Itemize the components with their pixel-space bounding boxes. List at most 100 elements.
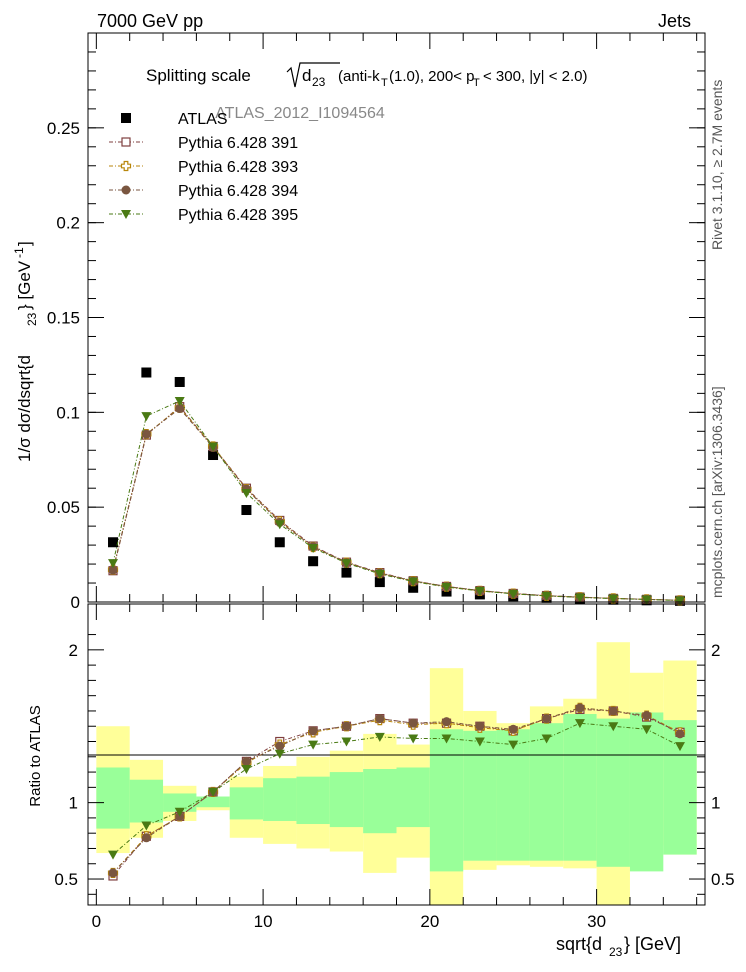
ratio-panel: 0.5 0.51 12 20 10 20 30 bbox=[54, 603, 735, 931]
svg-text:(anti-k: (anti-k bbox=[338, 68, 380, 85]
data-point bbox=[174, 396, 185, 406]
data-point bbox=[341, 567, 352, 578]
series-3 bbox=[108, 404, 685, 605]
legend-label: ATLAS bbox=[178, 111, 228, 128]
ratio-ytick-label: 0.5 bbox=[54, 870, 78, 889]
ratio-point bbox=[208, 787, 219, 797]
ratio-point bbox=[608, 706, 618, 716]
ratio-line bbox=[112, 708, 681, 877]
ratio-point bbox=[674, 742, 685, 752]
legend-marker bbox=[121, 113, 131, 123]
ratio-point bbox=[141, 833, 151, 843]
data-point bbox=[541, 591, 552, 601]
ratio-point bbox=[308, 740, 319, 750]
data-point bbox=[108, 565, 118, 575]
ratio-point bbox=[308, 726, 318, 736]
data-point bbox=[141, 429, 151, 439]
series-2 bbox=[107, 402, 686, 606]
main-ticks: 0.05 0.1 0.15 0.2 0.25 0 bbox=[47, 33, 705, 612]
svg-text:23: 23 bbox=[312, 75, 326, 89]
data-point bbox=[508, 589, 519, 599]
main-ytick-label: 0.1 bbox=[56, 403, 80, 422]
ratio-point bbox=[508, 740, 519, 750]
ratio-point bbox=[441, 734, 452, 744]
ratio-bands bbox=[96, 642, 697, 905]
data-point bbox=[241, 488, 252, 498]
data-point bbox=[175, 404, 185, 414]
xtick-label: 0 bbox=[92, 912, 101, 931]
ratio-point bbox=[108, 868, 118, 878]
ratio-ytick-label: 2 bbox=[69, 641, 78, 660]
svg-text:< 300, |y| < 2.0): < 300, |y| < 2.0) bbox=[483, 68, 588, 85]
stat-band-bin bbox=[196, 796, 230, 808]
series-line bbox=[112, 407, 681, 601]
legend-marker bbox=[121, 210, 131, 219]
stat-band-bin bbox=[596, 718, 630, 867]
xtick-label: 10 bbox=[254, 912, 273, 931]
data-point bbox=[441, 583, 452, 593]
data-point bbox=[308, 543, 319, 553]
stat-band-bin bbox=[229, 787, 264, 820]
title-symbols: d 23 (anti-k T (1.0), 200< p T < 300, |y… bbox=[286, 62, 588, 89]
legend-label: Pythia 6.428 394 bbox=[178, 183, 298, 200]
series-line bbox=[112, 405, 681, 601]
ratio-point bbox=[575, 703, 585, 713]
svg-text:23: 23 bbox=[25, 312, 39, 326]
main-ytick-label: 0.25 bbox=[47, 119, 80, 138]
svg-text:23: 23 bbox=[609, 945, 623, 959]
stat-band-bin bbox=[96, 767, 130, 829]
main-ytick-label-zero: 0 bbox=[71, 593, 80, 612]
ratio-point bbox=[475, 721, 485, 731]
ratio-point bbox=[274, 749, 285, 759]
ratio-point bbox=[641, 725, 652, 735]
svg-text:-1: -1 bbox=[12, 247, 26, 258]
ratio-line bbox=[112, 722, 681, 855]
ratio-point bbox=[341, 737, 352, 747]
main-ytick-label: 0.2 bbox=[56, 214, 80, 233]
process-label: Jets bbox=[658, 11, 691, 31]
main-marks bbox=[107, 367, 686, 606]
data-point bbox=[108, 559, 119, 569]
ratio-ytick-label-right: 2 bbox=[711, 641, 720, 660]
main-panel: ATLAS_2012_I1094564 0.05 0.1 0.15 0.2 0.25 0 bbox=[47, 32, 706, 612]
data-point bbox=[241, 505, 252, 516]
stat-band-bin bbox=[329, 772, 364, 828]
xtick-label: 30 bbox=[587, 912, 606, 931]
stat-band-bin bbox=[263, 778, 297, 821]
stat-band-bin bbox=[363, 769, 397, 834]
ratio-point bbox=[442, 717, 452, 727]
data-point bbox=[608, 594, 619, 604]
series-line bbox=[112, 400, 681, 601]
legend-label: Pythia 6.428 391 bbox=[178, 135, 298, 152]
mcplots-label: mcplots.cern.ch [arXiv:1306.3436] bbox=[709, 386, 725, 598]
ratio-point bbox=[608, 722, 619, 732]
ratio-point bbox=[241, 756, 251, 766]
svg-text:} [GeV: } [GeV bbox=[15, 260, 34, 310]
stat-band-bin bbox=[463, 730, 497, 861]
stat-band-bin bbox=[429, 729, 464, 872]
data-point bbox=[308, 556, 319, 567]
data-point bbox=[408, 582, 419, 593]
legend: ATLAS Pythia 6.428 391 Pythia 6.428 393 Pyt… bbox=[109, 111, 298, 224]
series-4 bbox=[108, 396, 685, 606]
series-1 bbox=[108, 402, 685, 605]
ratio-ytick-label-right: 1 bbox=[711, 794, 720, 813]
ratio-point bbox=[408, 718, 418, 728]
ratio-point bbox=[675, 729, 685, 739]
main-ytick-label: 0.05 bbox=[47, 498, 80, 517]
legend-label: Pythia 6.428 393 bbox=[178, 159, 298, 176]
series-0 bbox=[108, 367, 685, 606]
ratio-point bbox=[375, 714, 385, 724]
ratio-point bbox=[508, 724, 518, 734]
ratio-point bbox=[642, 711, 652, 721]
stat-band-bin bbox=[129, 779, 164, 823]
legend-marker bbox=[121, 137, 131, 147]
xlabel: sqrt{d 23 } [GeV] bbox=[556, 934, 681, 959]
ratio-marks bbox=[107, 702, 686, 881]
main-ylabel: 1/σ dσ/dsqrt{d 23 } [GeV -1 ] bbox=[12, 241, 39, 462]
stat-band-bin bbox=[529, 723, 564, 861]
svg-text:1/σ dσ/dsqrt{d: 1/σ dσ/dsqrt{d bbox=[15, 355, 34, 462]
xtick-label: 20 bbox=[420, 912, 439, 931]
data-point bbox=[141, 367, 152, 378]
